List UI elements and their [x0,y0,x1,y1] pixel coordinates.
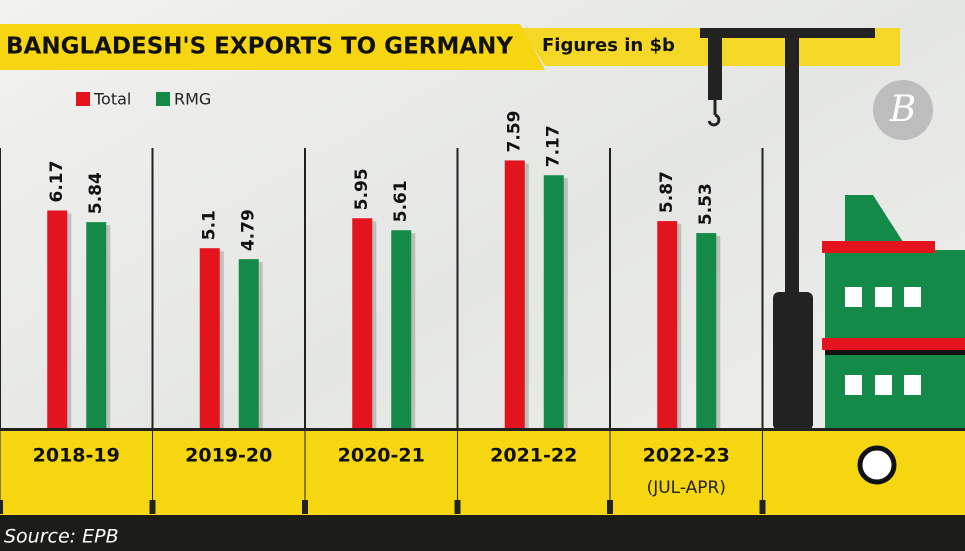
crane-hook [707,113,721,127]
subtitle: Figures in $b [542,35,675,56]
bar [543,175,564,428]
bar [86,222,107,428]
bar [352,218,373,428]
value-label: 5.84 [86,172,106,214]
value-label: 6.17 [47,161,67,203]
value-label: 5.53 [696,183,716,225]
logo-letter: B [889,89,916,130]
legend-label: Total [93,90,131,109]
bar [504,160,525,428]
value-label: 5.87 [657,171,677,213]
legend-swatch [76,92,90,106]
bar [696,233,717,428]
divider-foot [149,500,156,514]
hull-edge [0,428,965,431]
crane-mast [785,30,799,300]
value-label: 5.61 [391,180,411,222]
ship-stripe [822,241,935,253]
chart-title: BANGLADESH'S EXPORTS TO GERMANY [6,34,513,60]
legend-label: RMG [174,90,211,109]
title-banner [0,24,545,70]
bar [657,221,678,428]
x-tick-label: 2021-22 [490,445,577,467]
porthole [857,445,897,485]
ship-stripe [822,338,965,350]
legend-swatch [156,92,170,106]
crane-hook-block [708,30,722,100]
value-label: 4.79 [239,209,259,251]
divider-foot [607,500,613,514]
value-label: 5.1 [200,210,220,240]
x-tick-label: 2022-23 [643,445,730,467]
divider-foot [454,500,461,514]
value-label: 7.59 [505,110,525,152]
bar [391,230,412,428]
divider-foot [759,500,766,514]
logo [873,80,933,140]
x-tick-label: 2019-20 [185,445,272,467]
divider-foot [0,500,3,514]
bar [47,210,68,428]
x-tick-label: 2018-19 [33,445,120,467]
footer-band [0,515,965,551]
ship-windows [845,287,921,395]
bar [238,259,259,428]
crane-base [773,292,813,430]
source: Source: EPB [4,526,119,548]
ship-deck [825,350,965,355]
hull [0,430,965,516]
annotation: (JUL-APR) [647,478,726,498]
divider-foot [302,500,308,514]
x-tick-label: 2020-21 [338,445,425,467]
value-label: 5.95 [352,168,372,210]
bar [199,248,220,428]
value-label: 7.17 [544,125,564,167]
